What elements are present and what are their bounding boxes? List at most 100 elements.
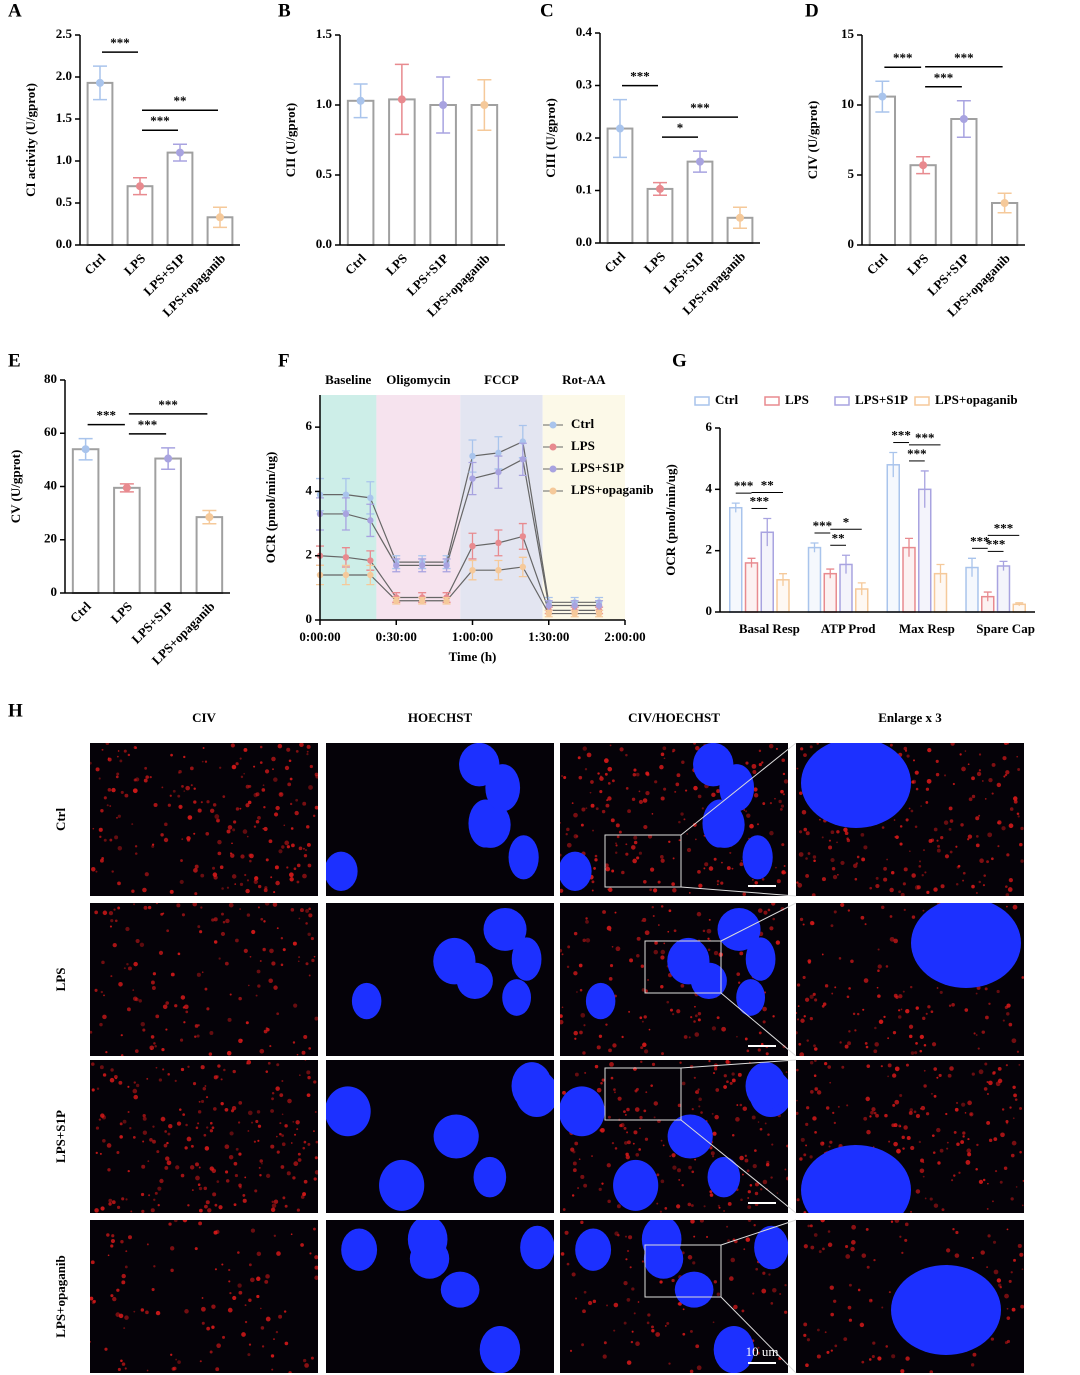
speckle [168, 1222, 172, 1226]
speckle [100, 1206, 105, 1211]
speckle [221, 912, 224, 916]
speckle [726, 1225, 729, 1228]
speckle [809, 1155, 813, 1159]
speckle [274, 865, 279, 870]
speckle [126, 1007, 131, 1012]
y-tick-label: 0.0 [56, 236, 72, 251]
speckle [660, 1139, 663, 1142]
speckle [154, 1045, 157, 1048]
speckle [1006, 1012, 1010, 1016]
speckle [933, 827, 938, 832]
speckle [304, 1060, 307, 1062]
speckle [142, 1130, 148, 1135]
speckle [132, 1088, 138, 1094]
speckle [800, 1137, 805, 1142]
speckle [111, 787, 116, 793]
speckle [678, 1179, 681, 1181]
x-tick-label: LPS [641, 249, 668, 276]
y-tick-label: 2.0 [56, 68, 72, 83]
series-marker [367, 571, 374, 579]
speckle [843, 827, 848, 832]
y-axis-label: CII (U/gprot) [283, 103, 298, 178]
speckle [225, 918, 230, 924]
speckle [709, 1146, 713, 1150]
speckle [644, 1137, 649, 1141]
speckle [107, 788, 112, 792]
speckle [760, 1188, 763, 1191]
speckle [800, 1018, 805, 1023]
speckle [194, 864, 199, 869]
speckle [233, 1203, 237, 1207]
speckle [217, 851, 222, 856]
speckle [141, 1209, 145, 1213]
speckle [198, 1186, 203, 1191]
speckle [1019, 842, 1023, 847]
speckle [946, 1147, 949, 1150]
speckle [765, 1052, 769, 1056]
speckle [891, 870, 895, 875]
speckle [978, 1069, 984, 1075]
speckle [820, 1220, 825, 1223]
speckle [228, 903, 234, 908]
bar [909, 164, 937, 246]
speckle [155, 1310, 161, 1316]
speckle [114, 835, 119, 840]
speckle [635, 772, 640, 777]
speckle [883, 866, 887, 871]
speckle [174, 1004, 178, 1008]
speckle [888, 1291, 891, 1294]
speckle [920, 805, 922, 807]
speckle [179, 1038, 184, 1042]
speckle [714, 1114, 719, 1120]
speckle [127, 1085, 130, 1088]
speckle [740, 859, 743, 862]
speckle [297, 1152, 301, 1156]
nucleus [560, 851, 592, 891]
speckle [235, 938, 239, 943]
speckle [994, 1169, 998, 1173]
speckle [992, 1240, 997, 1244]
speckle [248, 1343, 252, 1346]
speckle [164, 1130, 167, 1133]
speckle [282, 948, 286, 952]
speckle [308, 974, 311, 977]
speckle [146, 1243, 149, 1246]
speckle [939, 1148, 944, 1153]
speckle [925, 787, 930, 791]
speckle [560, 821, 561, 824]
speckle [580, 1012, 586, 1018]
speckle [874, 1042, 879, 1047]
speckle [712, 1071, 716, 1075]
speckle [763, 910, 768, 915]
speckle [177, 794, 181, 798]
speckle [314, 1255, 318, 1260]
speckle [656, 1202, 659, 1205]
speckle [860, 832, 865, 837]
speckle [617, 1096, 622, 1101]
speckle [109, 805, 112, 807]
speckle [799, 830, 803, 834]
speckle [216, 1180, 220, 1183]
speckle [865, 1096, 870, 1102]
speckle [166, 1160, 172, 1166]
legend-marker [549, 487, 557, 495]
speckle [774, 797, 776, 800]
speckle [273, 812, 279, 817]
speckle [120, 790, 124, 795]
speckle [583, 1290, 587, 1294]
speckle [680, 983, 685, 988]
speckle [654, 780, 658, 784]
speckle [822, 1002, 827, 1006]
speckle [106, 804, 109, 807]
speckle [931, 1134, 935, 1138]
speckle [124, 1315, 129, 1320]
y-tick-label: 6 [306, 418, 313, 433]
bar [886, 464, 900, 613]
speckle [211, 1304, 216, 1309]
speckle [824, 1061, 828, 1066]
error-bar [842, 554, 850, 574]
speckle [996, 782, 1002, 788]
speckle [246, 913, 251, 917]
speckle [898, 1009, 901, 1012]
x-axis-label: Time (h) [449, 649, 497, 664]
